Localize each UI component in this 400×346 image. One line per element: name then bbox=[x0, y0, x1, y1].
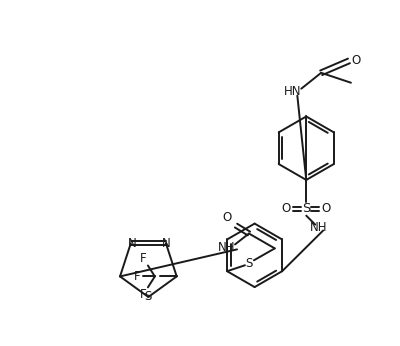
Text: O: O bbox=[322, 202, 331, 215]
Text: S: S bbox=[145, 291, 152, 303]
Text: F: F bbox=[134, 270, 140, 283]
Text: N: N bbox=[162, 237, 170, 250]
Text: O: O bbox=[222, 211, 232, 224]
Text: NH: NH bbox=[218, 241, 236, 254]
Text: F: F bbox=[140, 288, 146, 301]
Text: NH: NH bbox=[310, 221, 327, 234]
Text: N: N bbox=[128, 237, 136, 250]
Text: S: S bbox=[302, 202, 310, 215]
Text: S: S bbox=[245, 257, 253, 270]
Text: HN: HN bbox=[284, 85, 301, 98]
Text: F: F bbox=[140, 252, 146, 265]
Text: O: O bbox=[282, 202, 291, 215]
Text: O: O bbox=[351, 54, 360, 67]
